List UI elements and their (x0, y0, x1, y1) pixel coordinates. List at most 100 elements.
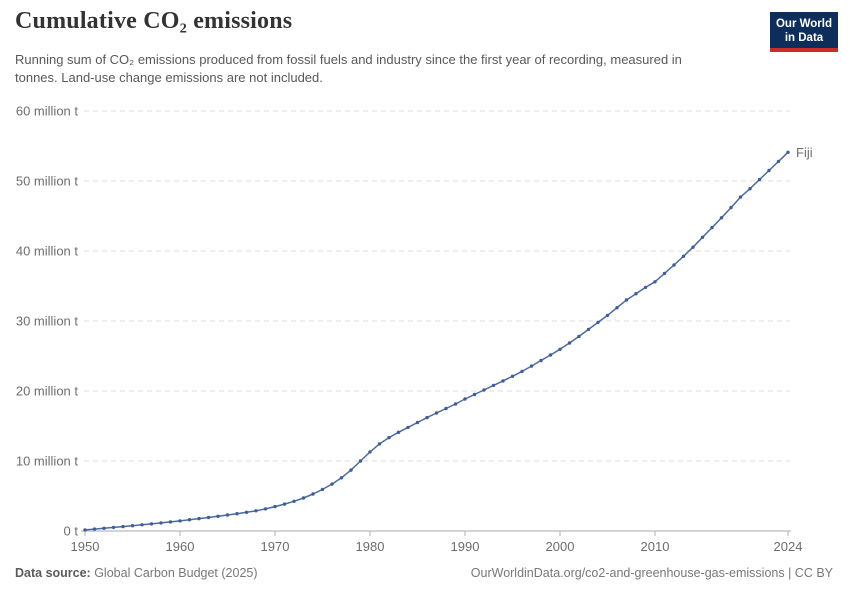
data-point[interactable] (567, 341, 572, 345)
data-point[interactable] (197, 516, 201, 521)
data-point[interactable] (510, 374, 515, 378)
data-point[interactable] (263, 507, 268, 511)
data-point[interactable] (482, 388, 486, 392)
x-axis-tick-label: 2024 (774, 539, 803, 554)
data-point[interactable] (349, 468, 353, 472)
data-point[interactable] (786, 150, 790, 154)
y-axis-tick-label: 20 million t (16, 384, 79, 399)
data-point[interactable] (244, 510, 249, 514)
data-point[interactable] (577, 334, 581, 339)
data-point[interactable] (729, 205, 733, 210)
data-point[interactable] (700, 235, 705, 239)
chart-title: Cumulative CO₂ emissions (15, 8, 293, 34)
chart-footer: Data source: Global Carbon Budget (2025)… (15, 566, 833, 580)
owid-logo[interactable]: Our World in Data (770, 12, 838, 52)
data-point[interactable] (292, 499, 296, 503)
data-point[interactable] (444, 406, 448, 411)
data-source-value: Global Carbon Budget (2025) (90, 566, 258, 580)
data-point[interactable] (748, 187, 752, 191)
x-axis-tick-label: 2010 (641, 539, 670, 554)
data-point[interactable] (377, 442, 382, 446)
data-point[interactable] (757, 177, 762, 182)
y-axis-tick-label: 40 million t (16, 244, 79, 259)
data-point[interactable] (358, 459, 363, 463)
data-point[interactable] (624, 298, 629, 302)
series-end-label-fiji[interactable]: Fiji (796, 145, 813, 160)
line-series-fiji[interactable] (84, 151, 789, 531)
data-point[interactable] (406, 425, 410, 430)
data-point[interactable] (168, 520, 173, 524)
owid-logo-line2: in Data (784, 32, 824, 44)
data-point[interactable] (235, 512, 239, 516)
data-point[interactable] (710, 225, 714, 230)
y-axis-tick-label: 30 million t (16, 314, 79, 329)
data-point[interactable] (434, 411, 439, 415)
data-point[interactable] (463, 397, 467, 401)
x-axis-tick-label: 1950 (71, 539, 100, 554)
data-point[interactable] (396, 430, 401, 434)
data-point[interactable] (662, 271, 667, 276)
data-point[interactable] (92, 527, 97, 531)
data-point[interactable] (178, 519, 182, 523)
data-point[interactable] (501, 379, 505, 383)
data-point[interactable] (83, 528, 87, 532)
data-point[interactable] (301, 496, 306, 500)
data-point[interactable] (425, 415, 429, 420)
data-point[interactable] (102, 526, 106, 530)
data-point[interactable] (387, 435, 391, 440)
data-point[interactable] (130, 524, 135, 528)
data-point[interactable] (605, 313, 610, 318)
data-point[interactable] (767, 168, 771, 173)
data-point[interactable] (672, 263, 676, 267)
data-point[interactable] (539, 358, 543, 363)
x-axis-tick-label: 1980 (356, 539, 385, 554)
data-point[interactable] (776, 159, 781, 164)
data-point[interactable] (472, 392, 477, 397)
y-axis-tick-label: 10 million t (16, 454, 79, 469)
data-point[interactable] (586, 327, 591, 332)
data-point[interactable] (491, 383, 496, 388)
y-axis-tick-label: 50 million t (16, 174, 79, 189)
data-point[interactable] (216, 514, 220, 518)
data-point[interactable] (558, 347, 562, 351)
x-axis-tick-label: 1990 (451, 539, 480, 554)
data-point[interactable] (273, 504, 277, 509)
data-point[interactable] (691, 245, 695, 249)
x-axis-tick-label: 1970 (261, 539, 290, 554)
data-point[interactable] (520, 369, 524, 374)
data-point[interactable] (596, 320, 600, 325)
x-axis-tick-label: 1960 (166, 539, 195, 554)
data-point[interactable] (634, 292, 638, 296)
data-point[interactable] (121, 524, 125, 529)
data-point[interactable] (719, 216, 724, 220)
data-point[interactable] (615, 306, 619, 310)
attribution-text: OurWorldinData.org/co2-and-greenhouse-ga… (470, 566, 833, 580)
data-point[interactable] (149, 522, 154, 526)
data-point[interactable] (681, 254, 686, 258)
data-point[interactable] (330, 482, 334, 486)
data-point[interactable] (187, 518, 192, 522)
data-point[interactable] (529, 364, 534, 368)
data-point[interactable] (415, 420, 420, 425)
data-point[interactable] (738, 195, 743, 199)
data-point[interactable] (159, 521, 163, 525)
data-point[interactable] (140, 523, 144, 527)
y-axis-tick-label: 60 million t (16, 104, 79, 119)
data-point[interactable] (653, 280, 657, 284)
data-point[interactable] (206, 515, 211, 520)
data-point[interactable] (225, 513, 230, 517)
chart-subtitle: Running sum of CO₂ emissions produced fr… (15, 52, 682, 85)
data-point[interactable] (643, 285, 648, 290)
data-source-label: Data source: (15, 566, 91, 580)
data-point[interactable] (282, 502, 287, 506)
data-point[interactable] (111, 525, 116, 530)
data-point[interactable] (453, 402, 458, 406)
data-point[interactable] (339, 476, 344, 480)
y-axis-tick-label: 0 t (64, 524, 79, 539)
data-point[interactable] (254, 509, 258, 513)
data-point[interactable] (311, 492, 315, 496)
data-point[interactable] (548, 353, 553, 357)
data-point[interactable] (320, 487, 325, 492)
line-chart-canvas[interactable]: 0 t 10 million t 20 million t 30 million t 4… (0, 95, 850, 575)
data-point[interactable] (368, 450, 372, 454)
